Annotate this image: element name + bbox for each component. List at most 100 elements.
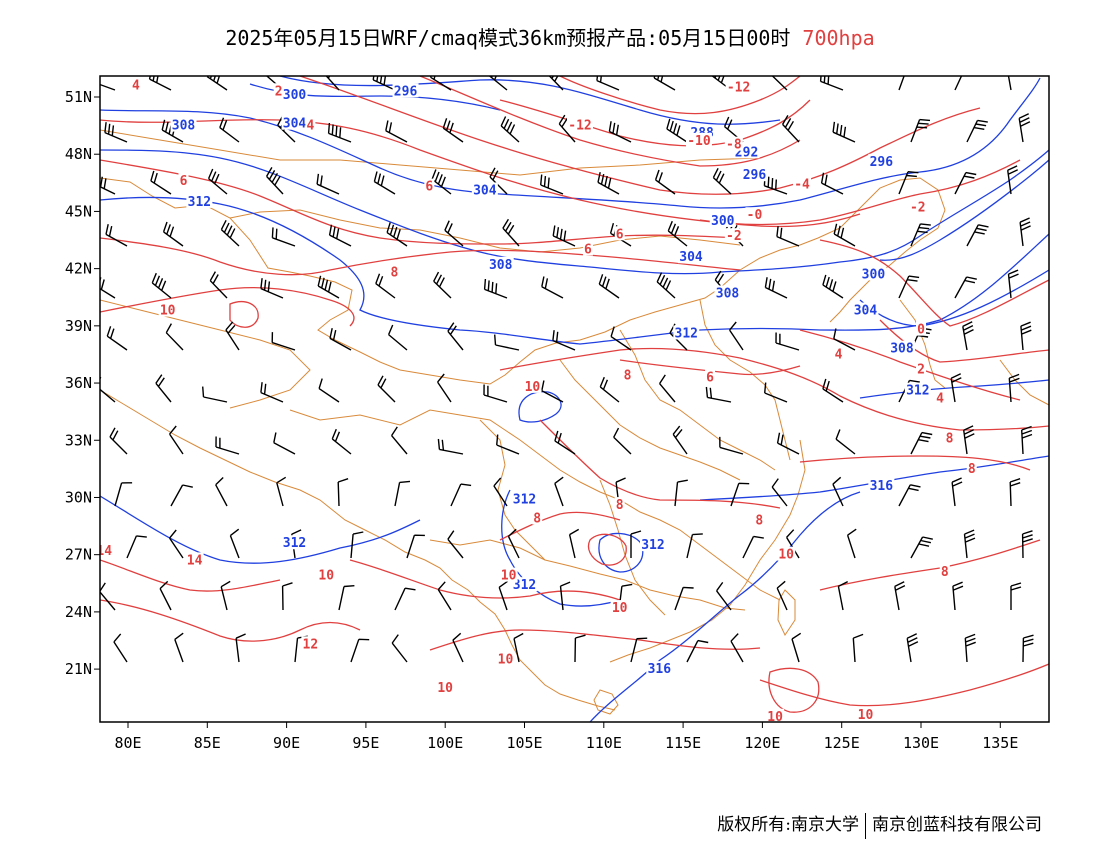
wind-barb [552, 225, 576, 247]
wind-barb [954, 76, 963, 91]
wind-barb [820, 172, 844, 195]
wind-barb [100, 277, 116, 299]
wind-barb [431, 169, 452, 195]
temperature-label: 14 [187, 553, 203, 568]
geopotential-label: 312 [906, 384, 929, 399]
geopotential-label: 304 [473, 183, 497, 198]
temperature-label-bg [305, 117, 316, 132]
temperature-label: 2 [275, 84, 283, 99]
gh-312-west [100, 495, 421, 564]
geopotential-label-bg [639, 537, 666, 552]
province-lines-1 [289, 409, 781, 601]
temperature-label-bg [935, 390, 946, 405]
wind-barb [835, 429, 856, 455]
wind-barb [500, 116, 520, 143]
temperature-label: -12 [568, 119, 591, 134]
lat-tick-label: 48N [65, 145, 92, 163]
temperature-label-bg [523, 378, 542, 393]
wind-barb [394, 587, 416, 611]
japan-outline [999, 359, 1049, 406]
temperature-label: -8 [726, 138, 742, 153]
temperature-label: 10 [498, 653, 514, 668]
wind-barb [100, 83, 116, 91]
t-8-south [539, 419, 781, 509]
wind-barb [151, 272, 172, 299]
wind-barb [219, 117, 240, 143]
wind-barb [220, 219, 240, 247]
geopotential-label-bg [281, 87, 308, 102]
temperature-label-bg [916, 321, 926, 336]
wind-barb [1019, 217, 1031, 247]
temperature-label: 4 [936, 391, 944, 406]
wind-barb [659, 374, 676, 403]
lon-tick-label: 90E [273, 734, 300, 752]
geopotential-label: 296 [870, 155, 894, 170]
geopotential-label: 308 [489, 258, 513, 273]
wind-barb [328, 224, 352, 247]
wind-barb [159, 580, 172, 611]
geopotential-label-bg [904, 382, 931, 397]
temperature-label-bg [273, 83, 284, 98]
geopotential-label-bg [511, 491, 538, 506]
footer-divider [865, 812, 866, 839]
geopotential-label: 308 [716, 286, 740, 301]
wind-barb [337, 478, 349, 507]
wind-barb [1021, 530, 1033, 559]
wind-barb [387, 324, 408, 351]
wind-barb [327, 122, 352, 143]
province-lines-3 [479, 419, 546, 561]
wind-barb [541, 380, 564, 403]
wind-barb [776, 580, 788, 611]
wind-barb [161, 119, 184, 143]
wind-barb [150, 170, 172, 195]
geopotential-label-bg [487, 256, 514, 271]
wind-barb [429, 76, 452, 91]
wind-barb [776, 432, 800, 455]
wind-barb [954, 171, 977, 195]
temperature-label: 8 [624, 368, 632, 383]
temperature-label-bg [754, 512, 765, 527]
wind-barb [513, 632, 524, 663]
lon-tick-label: 110E [586, 734, 622, 752]
korea-outline [899, 299, 946, 389]
wind-barb [394, 480, 411, 507]
wind-barb [391, 426, 408, 455]
temperature-label-bg [317, 567, 336, 582]
wind-barb [318, 378, 340, 403]
geopotential-label-bg [511, 577, 538, 592]
lat-tick-label: 24N [65, 603, 92, 621]
geopotential-label-bg [281, 115, 308, 130]
t-4-north [100, 119, 861, 228]
wind-barb [656, 272, 676, 299]
wind-barb [507, 528, 520, 559]
temperature-label: 8 [533, 511, 541, 526]
wind-barb [437, 438, 464, 455]
lon-tick-label: 130E [903, 734, 939, 752]
wind-barb [260, 382, 284, 403]
wind-barb [215, 436, 240, 455]
wind-barb [1022, 634, 1034, 663]
temperature-label: 8 [755, 513, 763, 528]
geopotential-label: 312 [675, 326, 698, 341]
wind-barb [277, 115, 296, 143]
wind-barb [716, 581, 732, 611]
wind-barb [265, 167, 284, 195]
wind-barb [225, 321, 240, 351]
temperature-label-bg [158, 302, 177, 317]
temperature-label-bg [908, 199, 927, 214]
wind-barb [325, 76, 340, 91]
geopotential-label-bg [741, 167, 768, 182]
wind-barb [950, 373, 962, 403]
wind-barb [764, 382, 788, 403]
wind-barb [599, 376, 620, 403]
gh-316-coast [589, 491, 861, 722]
lat-tick-label: 33N [65, 431, 92, 449]
geopotential-label-bg [852, 302, 879, 317]
wind-barb [910, 431, 933, 455]
temperature-label-bg [856, 706, 875, 721]
copyright-footer: 版权所有:南京大学 南京创蓝科技有限公司 [717, 810, 1042, 839]
temperature-label: 6 [425, 180, 433, 195]
temperature-contours [100, 76, 1049, 713]
